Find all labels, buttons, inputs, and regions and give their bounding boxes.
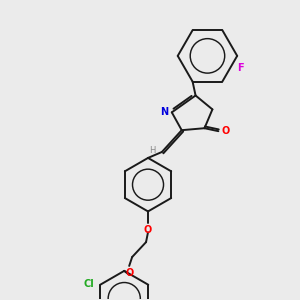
Text: O: O bbox=[125, 268, 133, 278]
Text: Cl: Cl bbox=[83, 279, 94, 289]
Text: O: O bbox=[221, 126, 230, 136]
Text: F: F bbox=[237, 63, 244, 74]
Text: N: N bbox=[160, 107, 168, 117]
Text: O: O bbox=[144, 225, 152, 235]
Text: H: H bbox=[150, 146, 156, 155]
